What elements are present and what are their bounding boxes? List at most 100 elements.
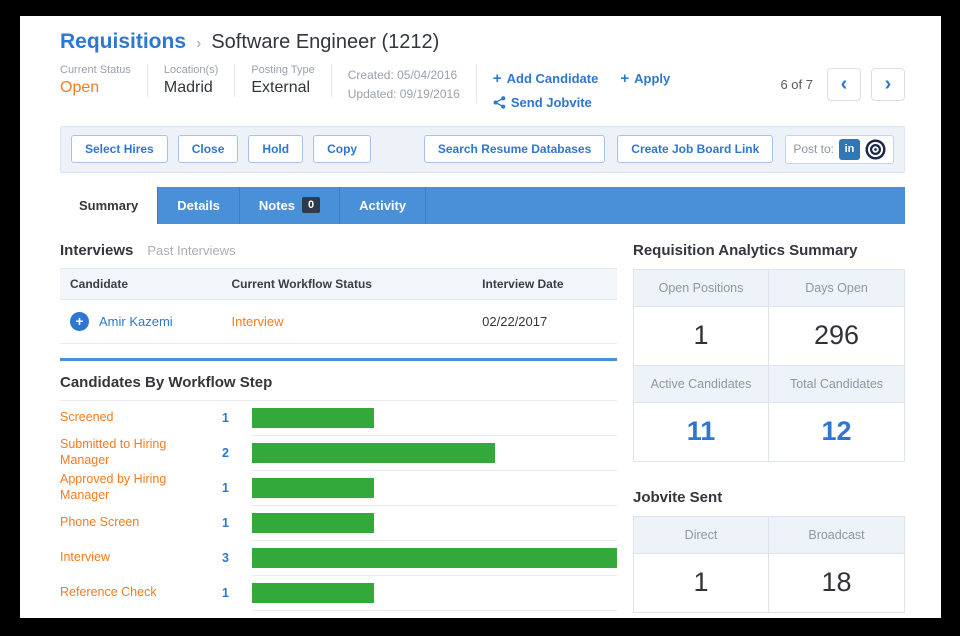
active-candidates-label: Active Candidates xyxy=(634,365,769,403)
posting-type-label: Posting Type xyxy=(251,64,315,76)
total-candidates-value[interactable]: 12 xyxy=(769,402,904,461)
next-requisition-button[interactable]: › xyxy=(871,68,905,101)
current-status-label: Current Status xyxy=(60,64,131,76)
app-window: Requisitions › Software Engineer (1212) … xyxy=(20,16,941,618)
created-updated-dates: Created: 05/04/2016 Updated: 09/19/2016 xyxy=(347,64,477,104)
search-resume-databases-button[interactable]: Search Resume Databases xyxy=(423,135,606,164)
workflow-step-label[interactable]: Screened xyxy=(60,410,114,425)
current-status-value: Open xyxy=(60,79,100,96)
post-to-label: Post to: xyxy=(793,142,834,157)
location-value: Madrid xyxy=(163,79,213,96)
workflow-bar xyxy=(252,547,617,568)
pager-position: 6 of 7 xyxy=(780,77,813,92)
tab-summary[interactable]: Summary xyxy=(60,186,159,224)
previous-requisition-button[interactable]: ‹ xyxy=(827,68,861,101)
workflow-step-count[interactable]: 1 xyxy=(222,586,229,601)
quick-actions: + Add Candidate + Apply Send Jobvite xyxy=(493,64,670,114)
workflow-step-label[interactable]: Approved by Hiring Manager xyxy=(60,472,167,503)
workflow-chart: Screened 1 Submitted to Hiring Manager 2 App… xyxy=(60,399,617,618)
workflow-bar-track xyxy=(252,436,617,471)
workflow-bar-track xyxy=(252,541,617,576)
breadcrumb-separator-icon: › xyxy=(196,35,202,52)
copy-button[interactable]: Copy xyxy=(313,135,372,164)
workflow-bar-track xyxy=(252,506,617,541)
workflow-step-count[interactable]: 1 xyxy=(222,411,229,426)
workflow-bar xyxy=(252,442,496,463)
create-job-board-link-button[interactable]: Create Job Board Link xyxy=(617,135,774,164)
plus-icon: + xyxy=(492,70,502,87)
total-candidates-label: Total Candidates xyxy=(769,365,904,403)
workflow-row: Submitted to Hiring Manager 2 xyxy=(60,436,617,471)
workflow-bar-track xyxy=(252,471,617,506)
workflow-bar xyxy=(252,477,374,498)
workflow-step-count[interactable]: 3 xyxy=(222,551,229,566)
open-positions-value: 1 xyxy=(634,306,769,366)
plus-icon: + xyxy=(620,70,630,87)
created-date: Created: 05/04/2016 xyxy=(347,68,458,82)
jobvite-sent-title: Jobvite Sent xyxy=(633,488,723,506)
workflow-row: Interview 3 xyxy=(60,541,617,576)
posting-type-field: Posting Type External xyxy=(251,64,332,97)
requisition-toolbar: Select Hires Close Hold Copy Search Resu… xyxy=(60,125,905,173)
location-label: Location(s) xyxy=(163,64,219,76)
direct-label: Direct xyxy=(634,516,769,554)
close-button[interactable]: Close xyxy=(177,135,239,164)
workflow-step-count[interactable]: 1 xyxy=(222,481,229,496)
breadcrumb-requisitions-link[interactable]: Requisitions xyxy=(60,30,187,53)
workflow-bar-track xyxy=(252,576,617,611)
workflow-row: Pending Approval1 xyxy=(60,611,617,618)
add-candidate-link[interactable]: + Add Candidate xyxy=(493,66,599,92)
candidate-name-link[interactable]: Amir Kazemi xyxy=(99,313,173,329)
workflow-step-label[interactable]: Phone Screen xyxy=(60,515,140,530)
workflow-bar-track xyxy=(252,611,617,618)
tab-activity[interactable]: Activity xyxy=(340,186,427,224)
interview-date-value: 02/22/2017 xyxy=(482,313,548,329)
column-header-candidate: Candidate xyxy=(60,267,222,300)
job-board-spiral-icon[interactable] xyxy=(865,139,886,160)
apply-link[interactable]: + Apply xyxy=(620,66,670,92)
send-jobvite-link[interactable]: Send Jobvite xyxy=(493,92,592,114)
page-title: Software Engineer (1212) xyxy=(211,31,440,53)
workflow-step-label[interactable]: Reference Check xyxy=(60,585,157,600)
workflow-row: Phone Screen 1 xyxy=(60,506,617,541)
open-positions-label: Open Positions xyxy=(634,269,769,307)
workflow-bar-track xyxy=(252,401,617,436)
current-status-field: Current Status Open xyxy=(60,64,148,97)
broadcast-label: Broadcast xyxy=(769,516,904,554)
requisition-meta-bar: Current Status Open Location(s) Madrid P… xyxy=(60,64,905,114)
jobvite-sent-grid: Direct Broadcast 1 18 xyxy=(633,515,905,613)
section-divider xyxy=(60,357,617,361)
days-open-value: 296 xyxy=(769,306,904,366)
expand-candidate-icon[interactable]: + xyxy=(70,311,89,331)
share-icon xyxy=(493,96,506,109)
column-header-interview-date: Interview Date xyxy=(472,267,617,300)
active-candidates-value[interactable]: 11 xyxy=(634,402,769,461)
broadcast-value: 18 xyxy=(769,553,904,612)
workflow-step-label[interactable]: Submitted to Hiring Manager xyxy=(60,437,167,468)
workflow-step-label[interactable]: Interview xyxy=(60,550,111,565)
linkedin-icon[interactable]: in xyxy=(839,138,860,160)
posting-type-value: External xyxy=(251,79,311,96)
interviews-table: Candidate Current Workflow Status Interv… xyxy=(60,267,617,344)
workflow-step-count[interactable]: 1 xyxy=(222,516,229,531)
workflow-row: Screened 1 xyxy=(60,401,617,436)
tab-details[interactable]: Details xyxy=(158,186,240,224)
direct-value: 1 xyxy=(634,553,769,612)
post-to-group: Post to: in xyxy=(785,134,894,164)
past-interviews-toggle[interactable]: Past Interviews xyxy=(147,242,236,258)
requisition-pager: 6 of 7 ‹ › xyxy=(780,64,905,101)
select-hires-button[interactable]: Select Hires xyxy=(71,135,168,164)
hold-button[interactable]: Hold xyxy=(248,135,304,164)
days-open-label: Days Open xyxy=(769,269,904,307)
workflow-bar xyxy=(252,407,374,428)
workflow-bar xyxy=(252,512,374,533)
analytics-summary-grid: Open Positions Days Open 1 296 Active Ca… xyxy=(633,268,905,462)
tab-notes[interactable]: Notes 0 xyxy=(240,186,341,224)
interviews-header: Interviews Past Interviews xyxy=(60,242,617,259)
tab-bar: Summary Details Notes 0 Activity xyxy=(60,186,905,224)
workflow-row: Approved by Hiring Manager 1 xyxy=(60,471,617,506)
workflow-chart-title: Candidates By Workflow Step xyxy=(60,373,273,391)
workflow-step-count[interactable]: 2 xyxy=(222,446,229,461)
updated-date: Updated: 09/19/2016 xyxy=(347,86,460,101)
analytics-summary-title: Requisition Analytics Summary xyxy=(633,241,858,259)
